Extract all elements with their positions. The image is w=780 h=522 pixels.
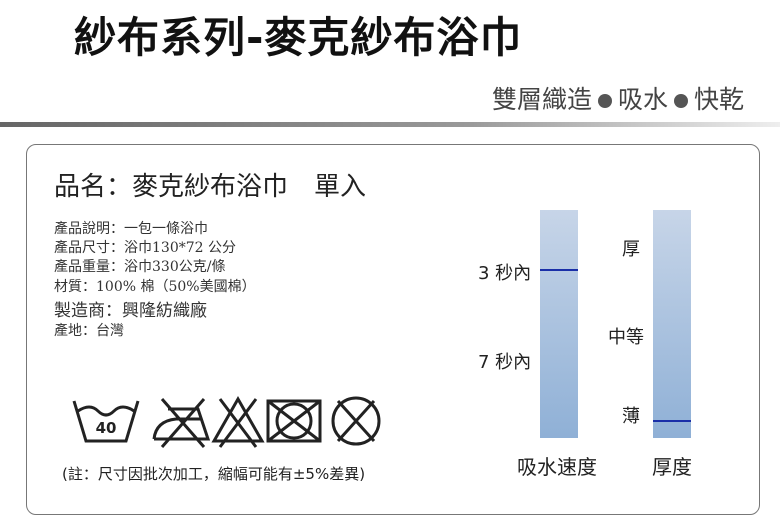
thickness-label-thin: 薄 bbox=[622, 406, 640, 427]
size-note: (註：尺寸因批次加工，縮幅可能有±5%差異) bbox=[62, 465, 366, 483]
bullet-icon bbox=[597, 94, 612, 108]
absorb-label-7s: 7 秒內 bbox=[478, 352, 532, 373]
no-iron-icon bbox=[152, 398, 211, 448]
no-tumble-dry-icon bbox=[266, 399, 322, 443]
spec-origin: 產地：台灣 bbox=[54, 323, 124, 339]
absorb-speed-caption: 吸水速度 bbox=[517, 455, 597, 479]
no-dry-clean-icon bbox=[331, 396, 381, 446]
spec-description: 產品說明：一包一條浴巾 bbox=[54, 221, 208, 237]
care-icons: 40 bbox=[72, 395, 381, 448]
divider bbox=[0, 122, 780, 127]
svg-text:40: 40 bbox=[96, 419, 117, 437]
product-info-box bbox=[26, 144, 760, 515]
thickness-marker bbox=[653, 420, 691, 422]
thickness-label-medium: 中等 bbox=[608, 327, 644, 348]
page-title: 紗布系列-麥克紗布浴巾 bbox=[74, 13, 523, 62]
spec-weight: 產品重量：浴巾330公克/條 bbox=[54, 259, 226, 275]
spec-material: 材質：100% 棉（50%美國棉） bbox=[54, 279, 256, 295]
bullet-icon bbox=[673, 94, 688, 108]
feature-quick-dry: 快乾 bbox=[693, 85, 744, 114]
absorb-speed-bar bbox=[540, 210, 578, 438]
absorb-speed-marker bbox=[540, 269, 578, 271]
thickness-label-thick: 厚 bbox=[622, 239, 640, 260]
product-name: 品名：麥克紗布浴巾 單入 bbox=[54, 172, 367, 202]
thickness-caption: 厚度 bbox=[652, 455, 692, 479]
thickness-bar bbox=[653, 210, 691, 438]
no-bleach-icon bbox=[211, 395, 265, 448]
tagline: 雙層織造 吸水 快乾 bbox=[492, 80, 744, 116]
absorb-label-3s: 3 秒內 bbox=[478, 263, 532, 284]
spec-size: 產品尺寸：浴巾130*72 公分 bbox=[54, 240, 236, 256]
spec-manufacturer: 製造商：興隆紡織廠 bbox=[54, 301, 207, 321]
wash-40-icon: 40 bbox=[72, 400, 140, 443]
feature-absorbent: 吸水 bbox=[617, 85, 668, 114]
feature-double-layer: 雙層織造 bbox=[491, 85, 592, 114]
